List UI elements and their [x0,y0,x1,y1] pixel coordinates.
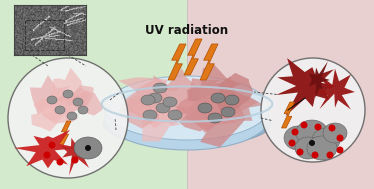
Ellipse shape [295,137,321,159]
Polygon shape [187,0,374,189]
Ellipse shape [225,95,239,105]
Ellipse shape [105,76,269,140]
Ellipse shape [323,123,347,143]
Polygon shape [312,69,355,109]
Ellipse shape [47,96,57,104]
Circle shape [8,58,128,178]
Ellipse shape [221,107,235,117]
Polygon shape [175,94,237,131]
Ellipse shape [73,98,83,106]
Polygon shape [135,68,201,110]
Circle shape [71,156,79,163]
Circle shape [312,152,319,159]
Polygon shape [119,77,177,114]
Ellipse shape [156,103,170,113]
Circle shape [300,122,307,129]
Ellipse shape [148,93,162,103]
Polygon shape [187,65,241,107]
Ellipse shape [103,102,271,146]
Circle shape [309,140,315,146]
Polygon shape [216,73,254,112]
Ellipse shape [74,137,102,159]
Text: UV radiation: UV radiation [145,23,229,36]
Circle shape [85,145,91,151]
Polygon shape [185,95,246,147]
Circle shape [328,125,335,132]
Circle shape [327,152,334,159]
Ellipse shape [141,95,155,105]
Circle shape [337,135,343,142]
Polygon shape [194,76,263,121]
Ellipse shape [55,106,65,114]
Polygon shape [123,93,197,125]
Circle shape [261,58,365,162]
Polygon shape [171,78,258,133]
Polygon shape [49,68,83,103]
Circle shape [337,146,343,153]
Circle shape [297,149,303,156]
Polygon shape [131,102,187,141]
Circle shape [56,159,64,166]
Polygon shape [62,85,94,108]
Ellipse shape [153,83,167,93]
Circle shape [315,123,322,130]
Circle shape [49,142,55,149]
Polygon shape [33,91,74,123]
Ellipse shape [105,86,269,150]
Polygon shape [282,102,294,128]
Polygon shape [309,61,330,98]
Ellipse shape [312,128,340,152]
Ellipse shape [143,110,157,120]
Polygon shape [59,121,71,145]
Ellipse shape [211,93,225,103]
Polygon shape [200,44,218,80]
Polygon shape [276,58,336,116]
Polygon shape [168,44,186,80]
Polygon shape [60,138,97,175]
Ellipse shape [198,103,212,113]
Ellipse shape [168,110,182,120]
Ellipse shape [284,126,312,150]
Polygon shape [125,86,196,128]
Circle shape [291,129,298,136]
Polygon shape [184,39,202,75]
Ellipse shape [63,90,73,98]
Ellipse shape [296,120,328,146]
Polygon shape [120,92,159,129]
Ellipse shape [208,113,222,123]
Polygon shape [14,130,80,168]
Polygon shape [30,75,74,115]
Ellipse shape [307,136,337,160]
Polygon shape [42,100,80,125]
Polygon shape [150,76,208,114]
Ellipse shape [163,97,177,107]
Circle shape [288,139,295,146]
Polygon shape [71,91,102,115]
Ellipse shape [67,112,77,120]
Polygon shape [56,87,90,115]
Circle shape [43,152,50,159]
Ellipse shape [78,106,88,114]
Polygon shape [31,95,67,131]
Polygon shape [0,0,187,189]
